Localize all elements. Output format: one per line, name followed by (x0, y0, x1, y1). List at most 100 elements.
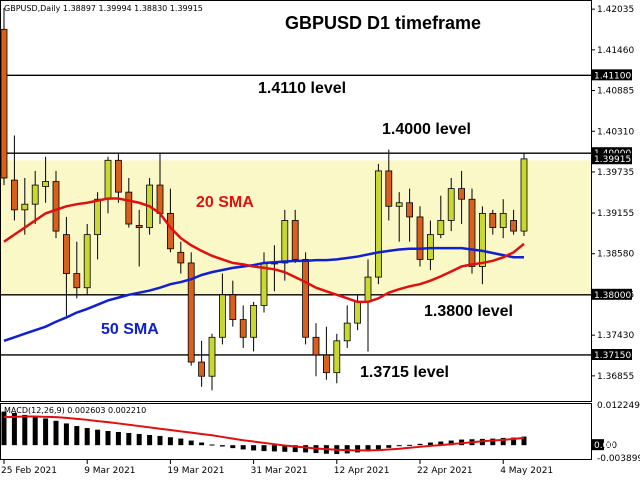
candle-38 (395, 192, 403, 242)
macd-bar-23 (240, 445, 246, 450)
candle-30 (312, 323, 320, 377)
level-1-3715-label: 1.3715 level (360, 364, 449, 381)
candle-27 (281, 209, 289, 281)
level-1-4000-label: 1.4000 level (382, 121, 471, 138)
candle-18 (187, 252, 195, 366)
level-tag-3: 1.38000 (592, 288, 632, 301)
macd-bar-48 (500, 437, 506, 446)
price-tick-label: 1.40885 (597, 87, 634, 97)
candle-50 (520, 153, 528, 237)
candle-31 (322, 326, 330, 380)
sma20-label: 20 SMA (196, 194, 254, 211)
macd-bar-12 (126, 432, 132, 446)
price-tick-label: 1.41460 (597, 46, 634, 56)
price-tick-label: 1.37430 (597, 331, 634, 341)
macd-tick-label: 0.00 (597, 441, 617, 451)
macd-bar-20 (209, 444, 215, 446)
date-tick-label: 12 Apr 2021 (334, 466, 390, 476)
macd-bar-2 (22, 414, 28, 446)
macd-bar-18 (188, 440, 194, 446)
candle-37 (385, 149, 393, 221)
macd-bar-13 (136, 433, 142, 446)
candle-21 (218, 273, 226, 345)
candle-39 (406, 188, 414, 242)
candle-13 (135, 209, 143, 267)
chart-title: GBPUSD D1 timeframe (285, 13, 481, 33)
date-axis: 25 Feb 2021 9 Mar 2021 19 Mar 2021 31 Mar 2… (1, 460, 553, 476)
macd-bar-35 (365, 445, 371, 452)
candle-1 (10, 135, 18, 221)
candle-3 (31, 170, 39, 225)
date-tick-label: 31 Mar 2021 (251, 466, 308, 476)
candle-46 (478, 206, 486, 285)
svg-text:1.38000: 1.38000 (594, 291, 631, 301)
macd-bar-10 (105, 431, 111, 446)
price-tick-label: 1.42035 (597, 5, 634, 15)
level-tag-4: 1.37150 (592, 348, 632, 361)
macd-bar-47 (490, 438, 496, 446)
macd-bar-14 (147, 434, 153, 446)
macd-bar-42 (438, 441, 444, 446)
macd-signal-line (3, 415, 525, 452)
macd-bar-3 (32, 416, 38, 446)
price-tick-label: 1.38580 (597, 250, 634, 260)
macd-bar-11 (115, 431, 121, 446)
candle-22 (229, 280, 237, 327)
date-tick-label: 25 Feb 2021 (1, 466, 57, 476)
macd-bar-34 (355, 445, 361, 453)
macd-bar-24 (251, 445, 257, 451)
level-tag-0: 1.41100 (592, 69, 632, 81)
candle-24 (250, 301, 258, 352)
macd-bar-9 (95, 429, 101, 446)
candle-48 (499, 199, 507, 239)
candle-32 (333, 333, 341, 384)
candle-45 (468, 188, 476, 274)
macd-bar-17 (178, 438, 184, 446)
level-tag-2: 1.39915 (592, 153, 632, 165)
price-tick-label: 1.39155 (597, 209, 634, 219)
candle-47 (489, 209, 497, 235)
svg-text:0.00: 0.00 (594, 441, 614, 451)
macd-bar-50 (521, 436, 527, 446)
sma20-line (3, 197, 525, 304)
price-tick-label: 1.36855 (597, 372, 634, 382)
candle-0 (0, 8, 8, 186)
macd-bar-39 (407, 444, 413, 446)
candle-40 (416, 206, 424, 267)
candle-29 (302, 252, 310, 345)
macd-bar-7 (74, 426, 80, 446)
price-tick-label: 1.40310 (597, 127, 634, 137)
candle-2 (21, 177, 29, 235)
price-tick-label: 1.39735 (597, 168, 634, 178)
candle-33 (343, 305, 351, 348)
macd-bar-40 (417, 443, 423, 446)
macd-bar-22 (230, 445, 236, 449)
price-axis: 1.42035 1.41460 1.40885 1.40310 1.39735 1.391… (591, 5, 634, 382)
macd-bar-6 (63, 423, 69, 446)
macd-bar-15 (157, 435, 163, 446)
candle-6 (63, 216, 70, 317)
macd-bar-38 (396, 445, 402, 447)
level-1-3800-label: 1.3800 level (424, 303, 513, 320)
candle-7 (73, 241, 81, 299)
candle-20 (208, 333, 216, 391)
sma50-label: 50 SMA (101, 321, 159, 338)
macd-bar-1 (11, 412, 17, 446)
candle-42 (437, 195, 445, 239)
macd-bar-26 (271, 445, 277, 452)
candle-44 (458, 170, 466, 225)
date-tick-label: 4 May 2021 (500, 466, 553, 476)
candle-5 (52, 170, 60, 239)
macd-bar-27 (282, 445, 288, 452)
svg-text:1.41100: 1.41100 (594, 71, 631, 81)
candle-8 (83, 224, 91, 295)
candle-36 (374, 163, 382, 285)
candle-11 (115, 153, 122, 203)
macd-bar-49 (511, 437, 517, 446)
candlesticks (0, 8, 528, 391)
macd-header: MACD(12,26,9) 0.002603 0.002210 (4, 406, 146, 415)
macd-bar-41 (427, 442, 433, 446)
candle-23 (239, 305, 247, 348)
